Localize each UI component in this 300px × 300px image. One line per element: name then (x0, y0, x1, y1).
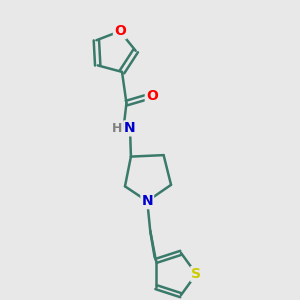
Text: N: N (124, 122, 136, 135)
Text: H: H (112, 122, 122, 135)
Text: O: O (146, 89, 158, 103)
Text: O: O (114, 24, 126, 38)
Text: N: N (142, 194, 153, 208)
Text: S: S (191, 267, 201, 281)
